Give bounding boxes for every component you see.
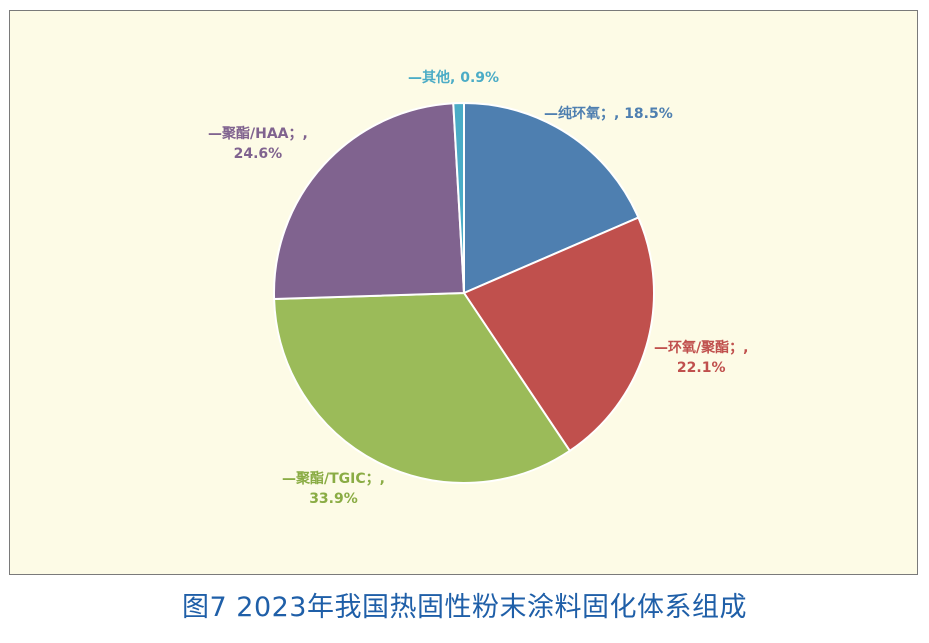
slice-label-value: 22.1%: [676, 360, 726, 376]
pie-slice-0: [463, 101, 640, 295]
pie-chart: [273, 101, 655, 485]
slice-label-pure-epoxy: —纯环氧；, 18.5%: [544, 104, 673, 124]
pie-slice-1: [462, 216, 655, 453]
slice-label-other: —其他, 0.9%: [408, 68, 499, 88]
slice-label-name: —纯环氧；: [544, 106, 614, 122]
slice-label-name: —聚酯/HAA；,: [208, 126, 308, 142]
slice-label-value: 0.9%: [460, 70, 500, 86]
slice-label-polyester-tgic: —聚酯/TGIC；, 33.9%: [282, 469, 385, 509]
figure-caption: 图7 2023年我国热固性粉末涂料固化体系组成: [182, 592, 747, 623]
slice-label-polyester-haa: —聚酯/HAA；, 24.6%: [208, 124, 308, 164]
slice-label-value: 24.6%: [233, 146, 283, 162]
pie-slice-4: [452, 101, 465, 294]
chart-area: —纯环氧；, 18.5% —环氧/聚酯；, 22.1% —聚酯/TGIC；, 3…: [9, 10, 918, 575]
pie-slice-3: [273, 102, 466, 301]
pie-slice-2: [273, 291, 572, 485]
slice-label-value: 33.9%: [309, 491, 358, 507]
slice-label-value: , 18.5%: [614, 106, 673, 122]
slice-label-epoxy-polyester: —环氧/聚酯；, 22.1%: [654, 338, 748, 378]
slice-label-name: —环氧/聚酯；,: [654, 340, 749, 356]
slice-label-name: —其他,: [408, 70, 456, 86]
slice-label-name: —聚酯/TGIC；,: [282, 471, 385, 487]
